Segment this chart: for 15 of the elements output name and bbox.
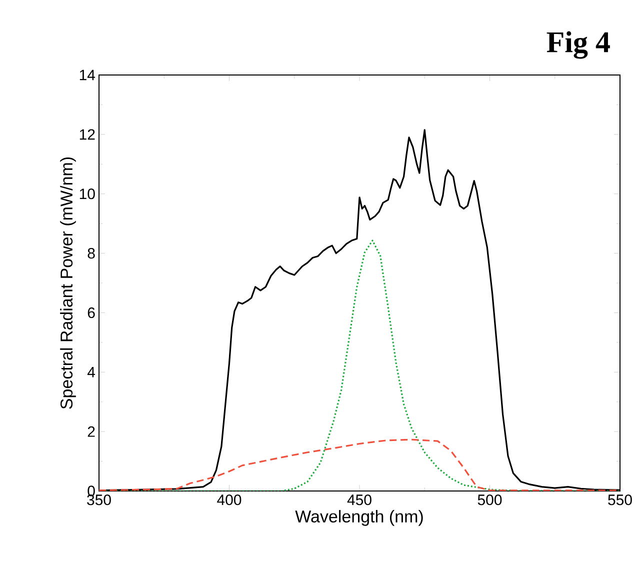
- chart-title: Fig 4: [546, 31, 610, 59]
- y-axis-title: Spectral Radiant Power (mW/nm): [60, 157, 76, 409]
- x-axis-title: Wavelength (nm): [295, 510, 423, 526]
- y-tick-label: 10: [80, 188, 95, 200]
- x-tick-label: 550: [608, 494, 632, 506]
- x-tick-label: 350: [87, 494, 111, 506]
- y-tick-label: 8: [88, 248, 95, 259]
- y-tick-label: 14: [80, 70, 96, 80]
- y-tick-label: 12: [80, 129, 95, 140]
- x-tick-label: 500: [478, 494, 502, 506]
- y-tick-label: 4: [87, 366, 96, 378]
- x-tick-label: 400: [217, 494, 242, 506]
- x-tick-label: 450: [347, 494, 372, 506]
- y-tick-label: 6: [88, 307, 95, 318]
- y-tick-label: 2: [88, 426, 95, 437]
